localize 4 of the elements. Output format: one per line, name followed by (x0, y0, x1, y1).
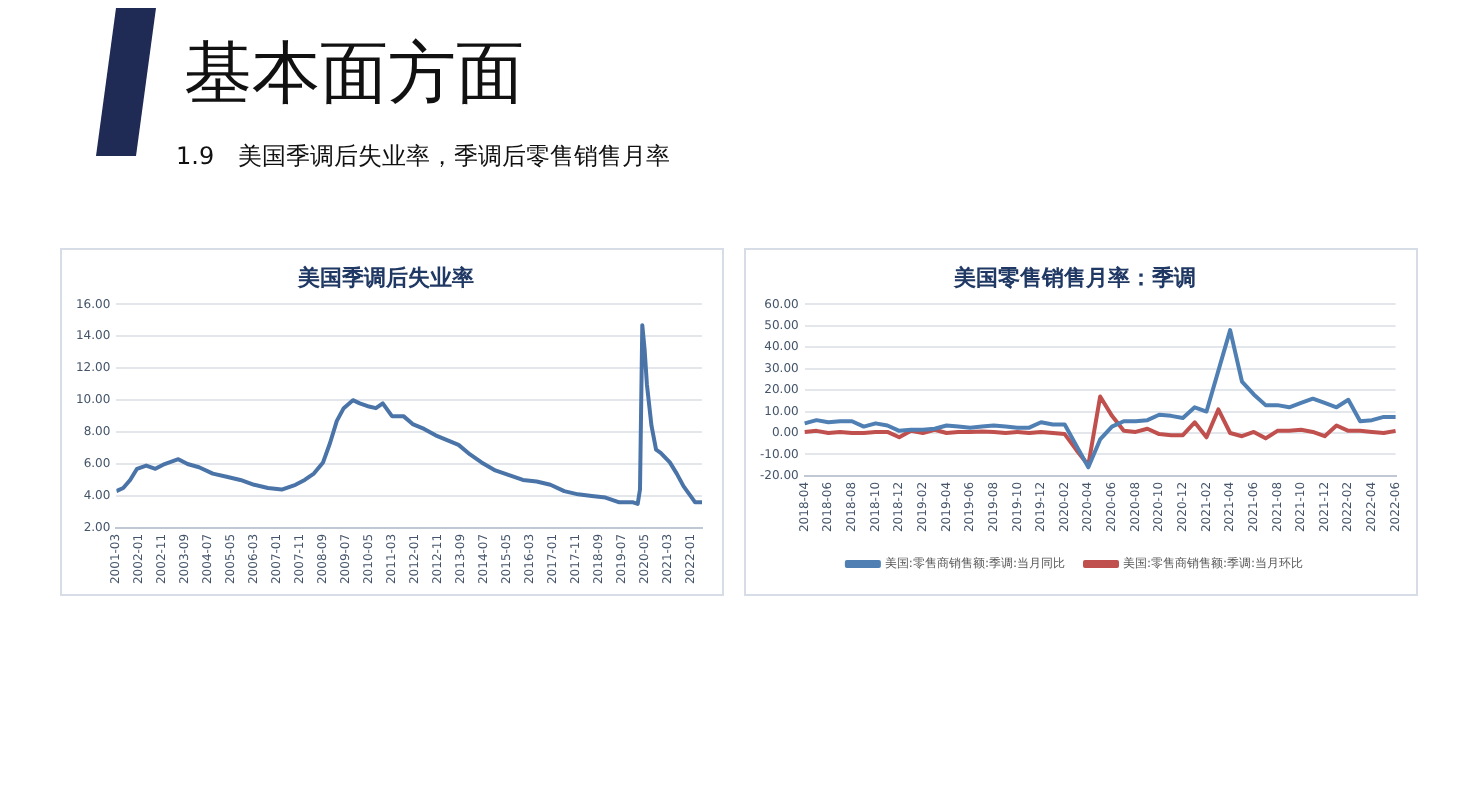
text: 1.9 美国季调后失业率，季调后零售销售月率 (176, 140, 671, 174)
chart-title: 美国季调后失业率 (296, 264, 474, 291)
text: 基本面方面 (184, 32, 524, 118)
chart-title: 美国零售销售月率：季调 (952, 264, 1196, 291)
